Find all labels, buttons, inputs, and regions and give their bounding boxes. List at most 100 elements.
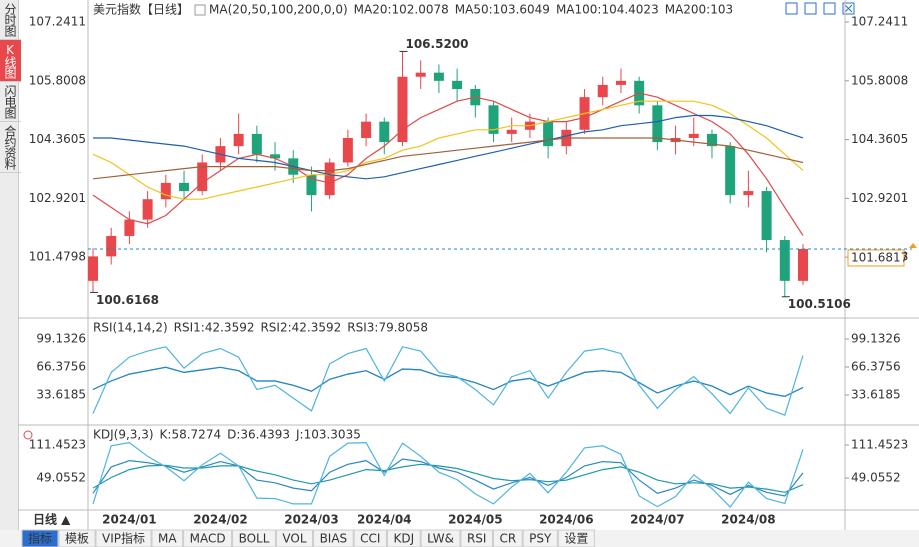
candle-body [688, 133, 699, 138]
y-tick-label: 33.6185 [36, 387, 86, 401]
toolbar-tab[interactable] [460, 529, 493, 547]
y-tick-label-right: 49.0552 [851, 470, 901, 484]
kdj-icon [23, 430, 33, 440]
annotation-label: 106.5200 [405, 37, 468, 51]
side-tab[interactable]: 闪电图 [0, 82, 21, 122]
toolbar-label[interactable]: CCI [360, 532, 380, 546]
series-line [92, 100, 804, 200]
x-tick-label: 2024/01 [102, 513, 156, 527]
y-tick-label: 102.9201 [29, 191, 86, 205]
toolbar-label[interactable]: 模板 [65, 532, 89, 546]
legend-item: MA(20,50,100,200,0,0) [209, 3, 348, 17]
series-line [92, 458, 804, 497]
candle-body [124, 219, 135, 236]
toolbar-tab[interactable] [275, 529, 314, 547]
series-line [93, 114, 804, 180]
toolbar-label[interactable]: VOL [282, 532, 306, 546]
legend-item: K:58.7274 [160, 428, 222, 442]
toolbar-tab[interactable] [313, 529, 354, 547]
candle-body [433, 72, 444, 81]
period-button[interactable]: 日线 ▲ [33, 512, 71, 527]
candle-body [506, 129, 517, 134]
candle-body [543, 121, 554, 147]
toolbar-label[interactable]: BOLL [239, 532, 270, 546]
annotation-label: 100.5106 [788, 297, 851, 311]
toolbar-tab[interactable] [21, 529, 59, 547]
candle-body [488, 105, 499, 134]
legend-item: RSI3:79.8058 [347, 321, 428, 335]
side-tab[interactable]: 分时图 [0, 0, 21, 40]
candle-body [652, 105, 663, 143]
y-tick-label-right: 104.3605 [851, 132, 908, 146]
x-tick-label: 2024/02 [193, 513, 247, 527]
period-label: 【日线】 [141, 3, 189, 17]
toolbar-tab[interactable] [232, 529, 276, 547]
legend-item: MA200:103 [665, 3, 733, 17]
side-tab[interactable]: K线图 [0, 40, 21, 82]
annotation-label: 100.6168 [96, 293, 159, 307]
candle-body [779, 240, 790, 281]
toolbar-tab[interactable] [151, 529, 184, 547]
toolbar-label[interactable]: BIAS [320, 532, 348, 546]
candle-body [706, 133, 717, 147]
toolbar-tab[interactable] [183, 529, 233, 547]
toolbar-label[interactable]: 设置 [564, 532, 588, 546]
legend-item: MA50:103.6049 [455, 3, 550, 17]
x-tick-label: 2024/07 [630, 513, 684, 527]
candle-body [452, 80, 463, 89]
legend-item: KDJ(9,3,3) [93, 428, 154, 442]
toolbar-tab[interactable] [522, 529, 558, 547]
y-tick-label-right: 66.3756 [851, 359, 901, 373]
y-tick-label: 111.4523 [29, 438, 86, 452]
series-line [92, 366, 804, 398]
toolbar-label[interactable]: MA [158, 532, 177, 546]
candle-body [415, 72, 426, 77]
toolbar-tab[interactable] [386, 529, 421, 547]
legend-item: J:103.3035 [295, 428, 361, 442]
candle-body [725, 146, 736, 196]
x-tick-label: 2024/03 [284, 513, 338, 527]
candle-body [233, 133, 244, 147]
x-tick-label: 2024/05 [448, 513, 502, 527]
sidebar: 分时图 K线图 闪电图 合约资料 [0, 0, 21, 530]
y-tick-label-right: 99.1326 [851, 331, 901, 345]
x-tick-label: 2024/06 [539, 513, 593, 527]
toolbar-tab[interactable] [353, 529, 387, 547]
legend-item: MA100:104.4023 [556, 3, 659, 17]
series-line [92, 346, 804, 416]
toolbar-label[interactable]: VIP指标 [102, 531, 145, 546]
side-tab[interactable]: 合约资料 [0, 122, 21, 173]
legend-item: RSI2:42.3592 [260, 321, 341, 335]
toolbar-tab[interactable] [95, 529, 152, 547]
y-tick-label: 105.8008 [29, 73, 86, 87]
toolbar-label[interactable]: PSY [529, 532, 552, 546]
toolbar-tab[interactable] [492, 529, 523, 547]
candle-body [743, 191, 754, 196]
toolbar-tab[interactable] [557, 529, 595, 547]
y-tick-label-right: 105.8008 [851, 73, 908, 87]
x-tick-label: 2024/04 [357, 513, 411, 527]
toolbar-label[interactable]: LW& [427, 532, 454, 546]
candle-body [251, 133, 262, 155]
toolbar-label[interactable]: RSI [467, 532, 487, 546]
y-tick-label: 49.0552 [36, 470, 86, 484]
toolbar-label[interactable]: KDJ [393, 532, 414, 546]
toolbar-label[interactable]: 指标 [28, 531, 52, 546]
toolbar-tab[interactable] [58, 529, 96, 547]
candle-body [379, 121, 390, 143]
y-tick-label: 101.4798 [29, 250, 86, 264]
y-tick-label-right: 102.9201 [851, 191, 908, 205]
candle-body [197, 162, 208, 192]
candle-body [597, 84, 608, 98]
candle-body [798, 248, 808, 281]
y-tick-label: 66.3756 [36, 359, 86, 373]
candle-body [160, 182, 171, 200]
candle-body [142, 199, 153, 220]
series-line [92, 92, 804, 236]
toolbar-label[interactable]: CR [499, 532, 516, 546]
toolbar-tab[interactable] [420, 529, 461, 547]
toolbar-label[interactable]: MACD [190, 532, 226, 546]
candle-body [361, 121, 372, 138]
